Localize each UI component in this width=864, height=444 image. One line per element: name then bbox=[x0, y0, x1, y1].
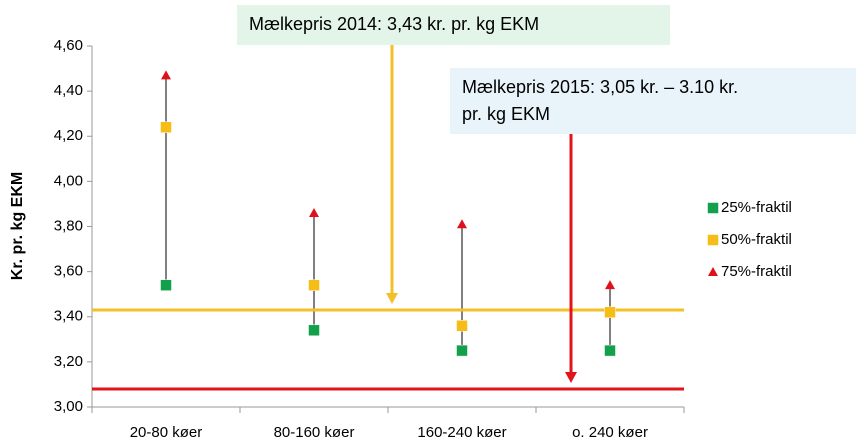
point bbox=[605, 280, 615, 290]
annotation-arrowhead bbox=[565, 371, 577, 383]
legend-marker bbox=[707, 234, 719, 246]
legend-label: 75%-fraktil bbox=[721, 263, 792, 280]
y-tick-label: 3,80 bbox=[54, 217, 83, 234]
point bbox=[308, 279, 320, 291]
annotation-text: Mælkepris 2014: 3,43 kr. pr. kg EKM bbox=[249, 14, 539, 34]
legend-label: 25%-fraktil bbox=[721, 199, 792, 216]
point bbox=[456, 344, 468, 357]
y-tick-label: 4,00 bbox=[54, 172, 83, 189]
y-tick-label: 4,20 bbox=[54, 127, 83, 144]
point bbox=[160, 121, 172, 133]
point bbox=[604, 306, 616, 318]
y-axis-label: Kr. pr. kg EKM bbox=[9, 172, 26, 280]
annotation-box bbox=[450, 68, 856, 134]
y-tick-label: 4,60 bbox=[54, 37, 83, 54]
legend-label: 50%-fraktil bbox=[721, 231, 792, 248]
y-tick-label: 3,00 bbox=[54, 398, 83, 415]
x-tick-label: o. 240 køer bbox=[572, 424, 648, 441]
legend-marker bbox=[707, 202, 719, 214]
point bbox=[309, 207, 319, 217]
point bbox=[456, 320, 468, 332]
legend-marker bbox=[708, 267, 718, 276]
point bbox=[604, 344, 616, 357]
point bbox=[457, 219, 467, 229]
point bbox=[160, 279, 172, 291]
y-tick-label: 4,40 bbox=[54, 82, 83, 99]
x-tick-label: 20-80 køer bbox=[130, 424, 203, 441]
point bbox=[308, 324, 320, 337]
point bbox=[161, 70, 171, 80]
annotation-arrowhead bbox=[386, 292, 398, 304]
x-tick-label: 80-160 køer bbox=[274, 424, 355, 441]
y-tick-label: 3,20 bbox=[54, 353, 83, 370]
annotation-text: Mælkepris 2015: 3,05 kr. – 3.10 kr. bbox=[462, 77, 738, 97]
x-tick-label: 160-240 køer bbox=[417, 424, 506, 441]
y-tick-label: 3,40 bbox=[54, 308, 83, 325]
annotation-box bbox=[237, 5, 670, 45]
y-tick-label: 3,60 bbox=[54, 263, 83, 280]
annotation-text: pr. kg EKM bbox=[462, 104, 550, 124]
